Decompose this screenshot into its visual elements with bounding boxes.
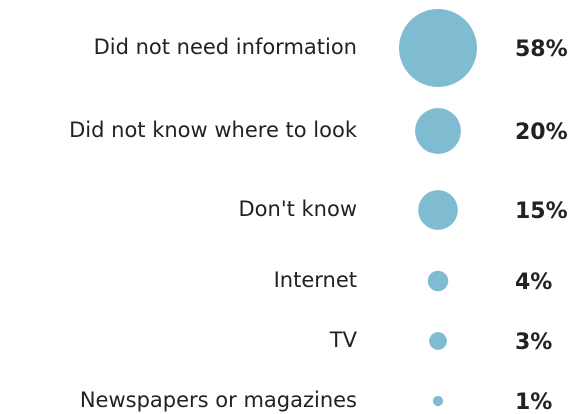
value-label: 58% bbox=[515, 37, 568, 62]
bubble bbox=[429, 332, 447, 350]
category-label: TV bbox=[329, 328, 358, 352]
category-label: Did not need information bbox=[94, 35, 357, 59]
category-label: Did not know where to look bbox=[69, 118, 358, 142]
value-label: 4% bbox=[515, 270, 552, 295]
value-label: 15% bbox=[515, 199, 568, 224]
value-label: 1% bbox=[515, 390, 552, 414]
bubble bbox=[432, 395, 444, 407]
bubble bbox=[427, 270, 449, 292]
category-label: Don't know bbox=[238, 197, 357, 221]
bubble bbox=[418, 190, 458, 230]
category-label: Newspapers or magazines bbox=[80, 388, 357, 412]
bubble bbox=[415, 108, 461, 154]
category-label: Internet bbox=[274, 268, 357, 292]
bubble bbox=[399, 9, 477, 87]
value-label: 3% bbox=[515, 330, 552, 355]
value-label: 20% bbox=[515, 120, 568, 145]
